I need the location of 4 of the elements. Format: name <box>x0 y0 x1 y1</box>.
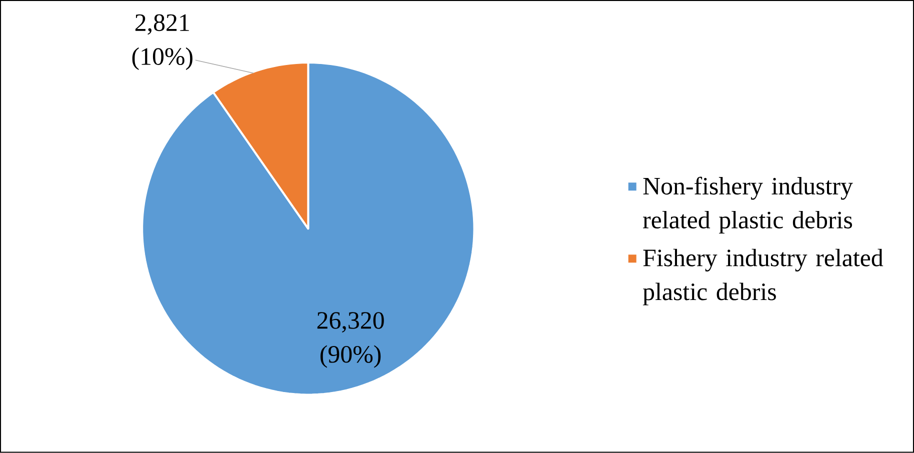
legend-label: Non-fishery industry related plastic debris <box>643 176 853 234</box>
data-label: 2,821 (10%) <box>132 14 192 70</box>
data-label: 26,320 (90%) <box>317 312 384 368</box>
legend-label: Fishery industry related plastic debris <box>642 248 884 306</box>
